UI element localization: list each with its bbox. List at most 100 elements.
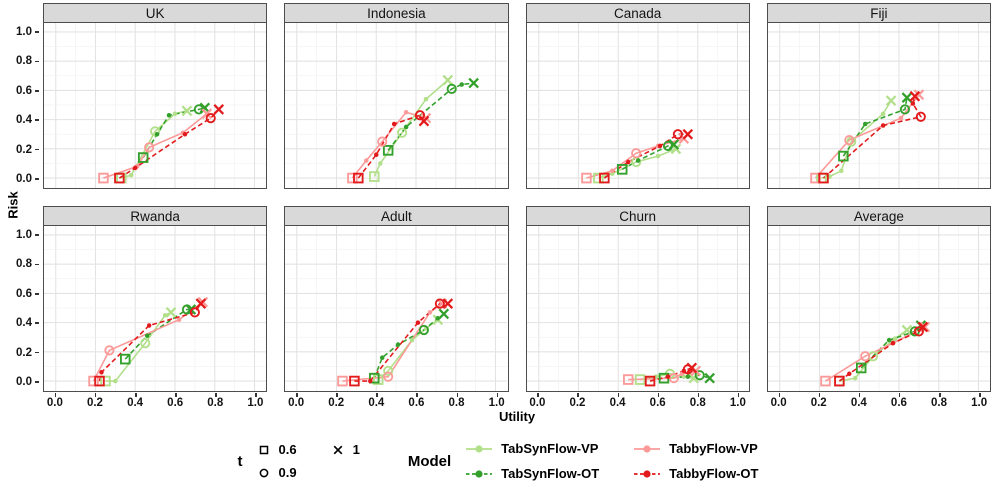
plot-grid: 0.0 0.2 0.4 0.6 0.8 1.0 UK Indonesia Canada Fiji 0…: [16, 3, 991, 409]
x-tick-label: 1.0: [971, 397, 988, 409]
y-tick-mark: [35, 263, 39, 266]
panel-plot-svg: [767, 226, 990, 391]
y-axis: 0.0 0.2 0.4 0.6 0.8 1.0: [3, 3, 39, 189]
legend-t-title: t: [237, 452, 243, 470]
legend: t 0.6 1 0.9: [0, 430, 996, 492]
legend-model-name: TabbyFlow-OT: [669, 466, 759, 481]
line-dot-key-icon: [466, 444, 493, 453]
x-tick-mark: [54, 393, 57, 397]
x-tick-label: 0.8: [448, 397, 465, 409]
facet-panel: [766, 23, 991, 189]
x-tick-mark: [617, 393, 620, 397]
facet-title: Canada: [613, 5, 662, 21]
facet-strip: Fiji: [766, 3, 991, 23]
facet-panel: [284, 23, 509, 189]
x-tick-label: 0.4: [127, 397, 144, 409]
facet-panel: [284, 226, 509, 392]
y-tick-mark: [35, 119, 39, 121]
legend-model-name: TabbyFlow-VP: [669, 441, 758, 456]
facet-indonesia: Indonesia: [284, 3, 509, 189]
facet-strip: Average: [766, 206, 991, 226]
y-tick-mark: [35, 178, 39, 180]
y-tick-label: 0.8: [16, 258, 32, 271]
x-tick-mark: [336, 393, 338, 397]
facet-title: UK: [145, 5, 165, 21]
x-tick-label: 0.8: [207, 397, 224, 409]
legend-t-item-09: 0.9: [257, 465, 297, 480]
legend-model-tabbyflow-ot: TabbyFlow-OT: [633, 466, 758, 481]
y-tick-label: 0.0: [16, 376, 32, 388]
x-tick-mark: [94, 393, 97, 397]
x-axis: 0.0 0.2 0.4 0.6 0.8 1.0: [767, 393, 991, 413]
legend-t-item-06: 0.6: [257, 442, 297, 457]
x-tick-mark: [456, 393, 459, 397]
y-tick-label: 0.2: [16, 143, 32, 156]
x-tick-mark: [577, 393, 579, 397]
x-tick-label: 0.0: [770, 397, 787, 409]
panel-plot-svg: [44, 23, 267, 188]
facet-panel: [766, 226, 991, 392]
x-tick-mark: [939, 393, 941, 397]
x-tick-label: 0.8: [689, 397, 706, 409]
facet-title: Churn: [619, 208, 657, 224]
x-tick-mark: [175, 393, 177, 397]
x-tick-label: 0.2: [569, 397, 586, 409]
x-tick-mark: [818, 393, 821, 397]
panel-plot-svg: [526, 226, 749, 391]
y-tick-mark: [35, 381, 39, 383]
x-tick-label: 0.4: [368, 397, 385, 409]
x-tick-mark: [898, 393, 901, 397]
y-tick-mark: [35, 293, 39, 295]
facet-row: 0.0 0.2 0.4 0.6 0.8 1.0 Rwanda 0.0 0.2 0.4 0.6 0.8 1…: [16, 206, 991, 409]
y-tick-mark: [35, 148, 39, 151]
legend-t-value: 1: [352, 442, 360, 457]
square-marker-icon: [259, 445, 268, 454]
x-tick-mark: [737, 393, 740, 397]
y-tick-label: 1.0: [16, 26, 32, 38]
facet-panel: [525, 226, 750, 392]
facet-canada: Canada: [525, 3, 750, 189]
line-dot-key-icon: [466, 469, 493, 478]
legend-t-items: 0.6 1 0.9: [257, 442, 360, 480]
x-tick-label: 0.6: [408, 397, 425, 409]
x-tick-label: 0.2: [810, 397, 827, 409]
facet-strip: Churn: [525, 206, 750, 226]
facet-fiji: Fiji: [766, 3, 991, 189]
y-tick-label: 0.6: [16, 84, 32, 97]
legend-t-group: t 0.6 1 0.9: [238, 442, 360, 480]
x-tick-mark: [778, 393, 781, 397]
y-tick-mark: [35, 234, 39, 236]
x-tick-label: 0.0: [529, 397, 546, 409]
x-axis: 0.0 0.2 0.4 0.6 0.8 1.0: [526, 393, 750, 413]
x-axis: 0.0 0.2 0.4 0.6 0.8 1.0: [43, 393, 267, 413]
facet-uk: UK: [43, 3, 268, 189]
x-tick-label: 0.0: [288, 397, 305, 409]
x-tick-mark: [296, 393, 298, 397]
legend-t-item-1: 1: [331, 442, 360, 457]
y-tick-label: 0.4: [16, 114, 32, 127]
facet-adult: Adult 0.0 0.2 0.4 0.6 0.8 1.0: [284, 206, 509, 409]
x-marker-icon: [333, 445, 342, 454]
x-axis: 0.0 0.2 0.4 0.6 0.8 1.0: [284, 393, 508, 413]
x-tick-label: 0.4: [609, 397, 626, 409]
x-tick-label: 0.2: [86, 397, 103, 409]
facet-rwanda: Rwanda 0.0 0.2 0.4 0.6 0.8 1.0: [43, 206, 268, 409]
x-tick-label: 0.6: [649, 397, 666, 409]
x-tick-mark: [255, 393, 257, 397]
facet-panel: [43, 23, 268, 189]
legend-model-title: Model: [407, 452, 452, 470]
legend-model-name: TabSynFlow-VP: [501, 441, 599, 456]
y-tick-mark: [35, 90, 39, 92]
facet-average: Average 0.0 0.2 0.4 0.6 0.8 1.0: [766, 206, 991, 409]
facet-churn: Churn 0.0 0.2 0.4 0.6 0.8 1.0: [525, 206, 750, 409]
x-tick-mark: [537, 393, 539, 397]
facet-title: Fiji: [870, 5, 888, 21]
facet-grid: UK Indonesia Canada Fiji: [43, 3, 991, 189]
x-tick-label: 0.6: [890, 397, 907, 409]
line-dot-key-icon: [634, 469, 661, 478]
y-tick-mark: [35, 351, 39, 354]
facet-grid: Rwanda 0.0 0.2 0.4 0.6 0.8 1.0 Adult 0.0 0.2 0.4 0.…: [43, 206, 991, 409]
legend-model-tabsynflow-vp: TabSynFlow-VP: [465, 441, 599, 456]
legend-t-value: 0.6: [278, 442, 297, 457]
facet-strip: Rwanda: [43, 206, 268, 226]
